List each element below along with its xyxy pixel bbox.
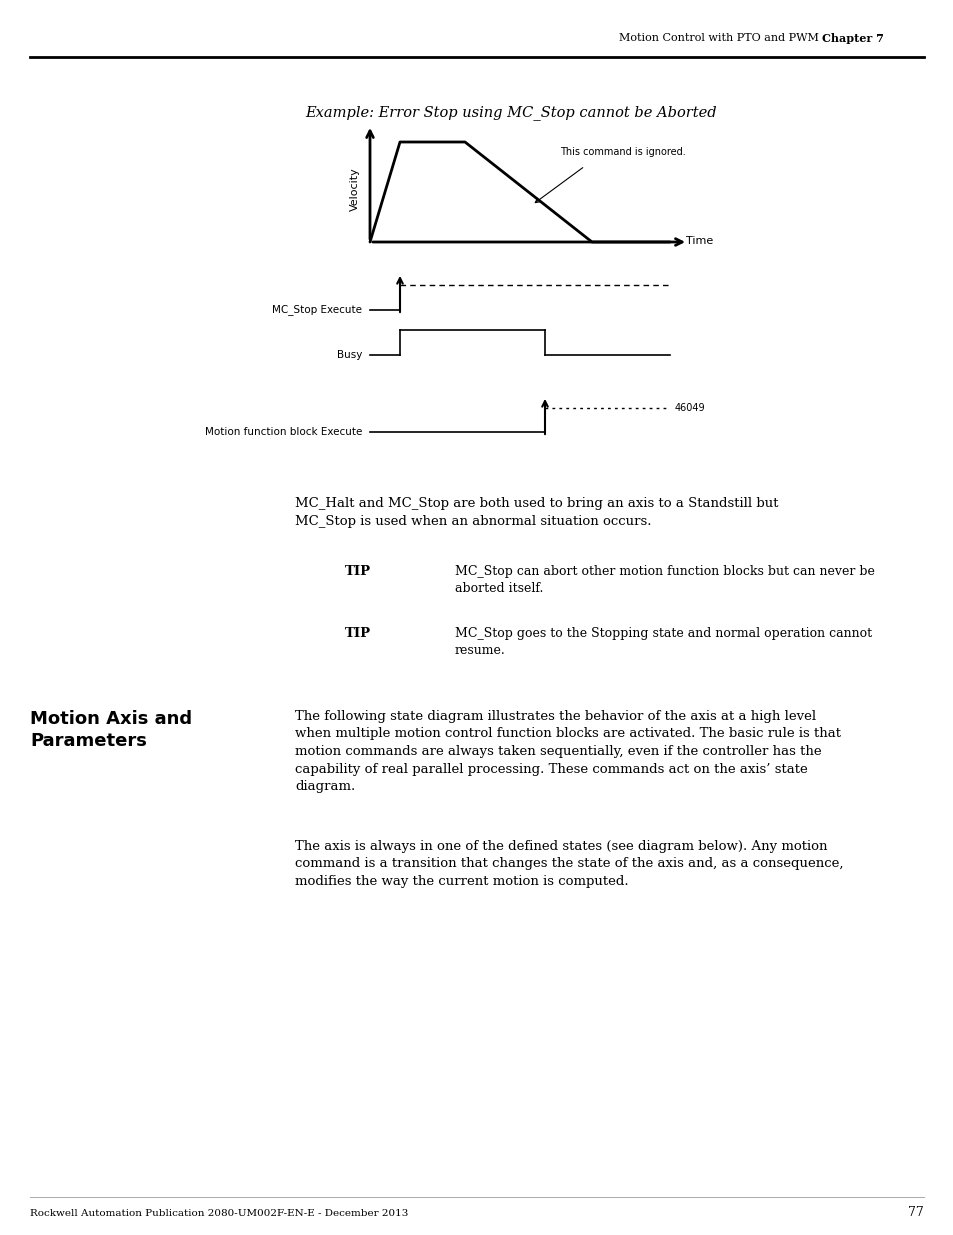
- Text: MC_Stop Execute: MC_Stop Execute: [272, 305, 361, 315]
- Text: Motion Control with PTO and PWM: Motion Control with PTO and PWM: [618, 33, 821, 43]
- Text: TIP: TIP: [345, 627, 371, 640]
- Text: Rockwell Automation Publication 2080-UM002F-EN-E - December 2013: Rockwell Automation Publication 2080-UM0…: [30, 1209, 408, 1218]
- Text: MC_Halt and MC_Stop are both used to bring an axis to a Standstill but
MC_Stop i: MC_Halt and MC_Stop are both used to bri…: [294, 496, 778, 527]
- Text: This command is ignored.: This command is ignored.: [559, 147, 685, 157]
- Text: The axis is always in one of the defined states (see diagram below). Any motion
: The axis is always in one of the defined…: [294, 840, 842, 888]
- Text: MC_Stop can abort other motion function blocks but can never be
aborted itself.: MC_Stop can abort other motion function …: [455, 564, 874, 595]
- Text: Motion Axis and
Parameters: Motion Axis and Parameters: [30, 710, 192, 750]
- Text: Busy: Busy: [336, 350, 361, 359]
- Text: Motion function block Execute: Motion function block Execute: [204, 427, 361, 437]
- Text: Example: Error Stop using MC_Stop cannot be Aborted: Example: Error Stop using MC_Stop cannot…: [305, 105, 716, 121]
- Text: Chapter 7: Chapter 7: [821, 32, 882, 43]
- Text: 46049: 46049: [675, 403, 705, 412]
- Text: The following state diagram illustrates the behavior of the axis at a high level: The following state diagram illustrates …: [294, 710, 841, 793]
- Text: 77: 77: [907, 1207, 923, 1219]
- Text: MC_Stop goes to the Stopping state and normal operation cannot
resume.: MC_Stop goes to the Stopping state and n…: [455, 627, 871, 657]
- Text: TIP: TIP: [345, 564, 371, 578]
- Text: Time: Time: [685, 236, 713, 246]
- Text: Velocity: Velocity: [350, 168, 359, 211]
